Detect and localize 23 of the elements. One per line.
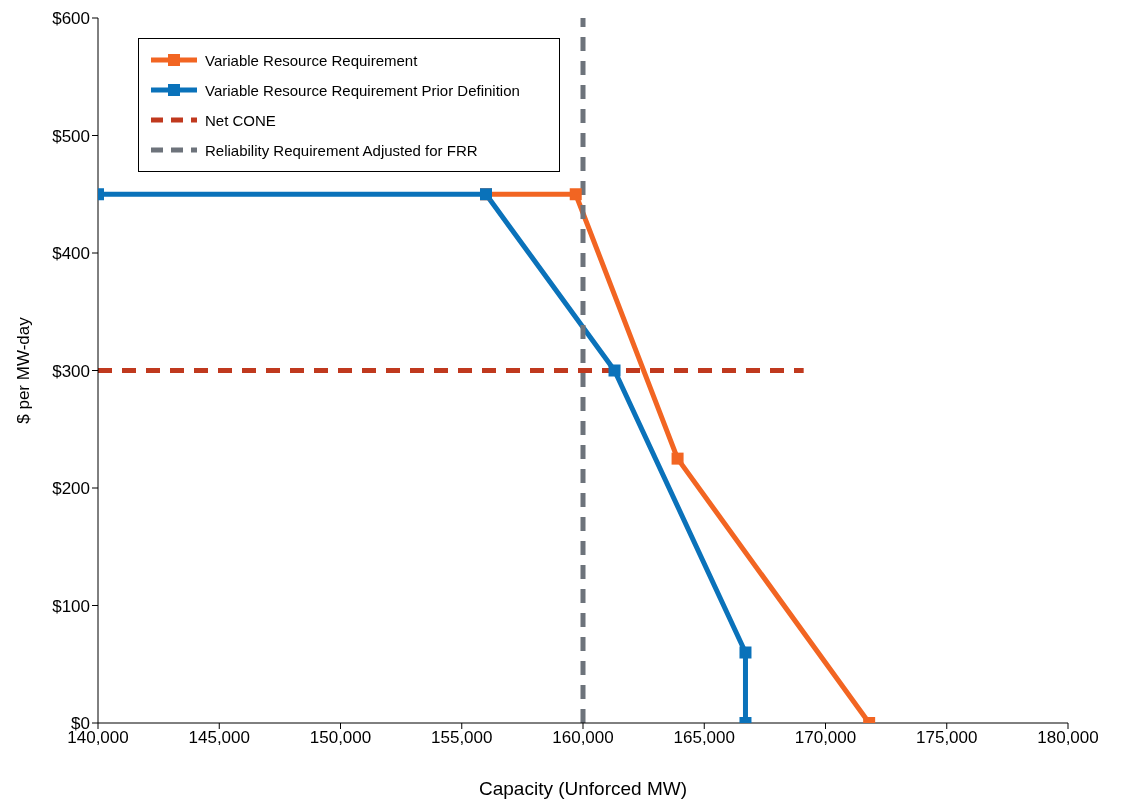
x-axis-title: Capacity (Unforced MW) [479,778,687,799]
x-tick-label: 145,000 [188,728,250,748]
y-tick-label: $600 [52,9,90,29]
legend-label: Variable Resource Requirement [205,51,418,69]
legend-label: Net CONE [205,111,276,129]
y-tick-label: $300 [52,361,90,381]
x-tick-label: 175,000 [916,728,978,748]
y-tick-label: $200 [52,479,90,499]
y-tick-label: $100 [52,596,90,616]
point [569,188,582,201]
x-tick-label: 150,000 [309,728,372,748]
x-tick-label: 180,000 [1037,728,1099,748]
x-tick-label: 155,000 [431,728,493,748]
x-tick-label: 160,000 [552,728,614,748]
point [671,452,684,465]
x-tick-label: 170,000 [794,728,857,748]
point [608,364,621,377]
y-axis-title: $ per MW-day [14,316,34,424]
x-tick-label: 165,000 [673,728,735,748]
y-tick-label: $400 [52,244,90,264]
legend-label: Variable Resource Requirement Prior Definition [205,81,520,99]
y-tick-label: $500 [52,126,90,146]
legend-label: Reliability Requirement Adjusted for FRR [205,141,478,159]
